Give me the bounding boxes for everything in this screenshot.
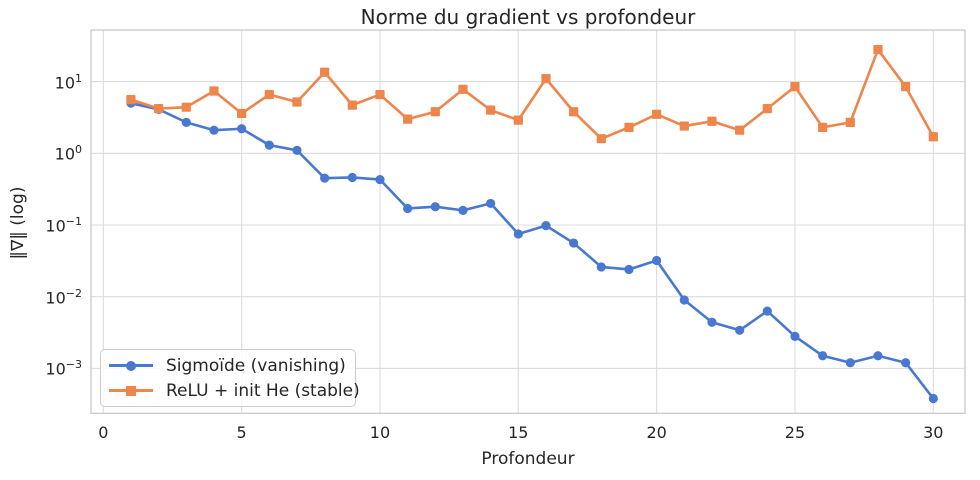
y-tick-label: 10−1 [45, 215, 82, 236]
data-point [209, 125, 219, 135]
series-line-1 [129, 48, 935, 140]
x-tick-label: 10 [369, 423, 391, 442]
data-point [458, 84, 468, 94]
data-point [845, 117, 855, 127]
y-axis-label: ‖∇‖ (log) [8, 186, 28, 260]
axes-frame [90, 29, 966, 414]
data-point [596, 262, 606, 272]
data-point [901, 358, 911, 368]
data-point [264, 89, 274, 100]
circle-marker-icon [126, 360, 136, 371]
data-point [679, 121, 689, 131]
data-point [375, 174, 385, 185]
data-point [513, 115, 523, 125]
data-point [569, 238, 579, 248]
data-point [181, 102, 191, 112]
data-point [707, 116, 717, 126]
data-point [762, 104, 772, 114]
square-marker-icon [126, 385, 136, 396]
data-point [264, 140, 274, 150]
data-point [928, 393, 938, 404]
data-point [486, 105, 496, 115]
data-point [762, 306, 772, 316]
data-point [237, 124, 247, 134]
data-point [403, 114, 413, 124]
data-point [375, 89, 385, 100]
data-point [181, 117, 191, 127]
legend-entry-0: Sigmoïde (vanishing) [109, 354, 347, 377]
data-point [652, 255, 662, 266]
legend: Sigmoïde (vanishing) ReLU + init He (stab… [100, 349, 360, 407]
data-point [569, 107, 579, 117]
data-point [486, 198, 496, 209]
y-tick-label: 101 [54, 71, 82, 92]
data-point [707, 317, 717, 327]
data-point [624, 264, 634, 275]
x-tick-label: 30 [923, 423, 944, 442]
data-point [790, 331, 800, 341]
y-tick-label: 100 [54, 143, 82, 164]
data-point [430, 107, 440, 117]
data-point [624, 122, 634, 132]
x-tick-label: 20 [646, 423, 667, 442]
data-point [901, 82, 911, 92]
data-point [735, 325, 745, 335]
legend-label: Sigmoïde (vanishing) [166, 355, 346, 376]
data-point [209, 86, 219, 96]
x-tick-label: 25 [784, 423, 806, 442]
data-point [873, 44, 883, 55]
x-tick-label: 15 [508, 423, 529, 442]
data-point [790, 82, 800, 92]
y-tick-label: 10−3 [45, 358, 82, 379]
data-point [320, 173, 330, 183]
x-axis-label: Profondeur [481, 449, 575, 469]
data-point [320, 67, 330, 77]
data-point [679, 295, 689, 305]
legend-entry-1: ReLU + init He (stable) [109, 379, 360, 402]
data-point [430, 202, 440, 212]
y-tick-label: 10−2 [45, 286, 82, 308]
data-point [652, 109, 662, 119]
data-point [596, 134, 606, 144]
legend-label: ReLU + init He (stable) [166, 380, 360, 401]
data-point [845, 358, 855, 368]
data-point [126, 95, 136, 105]
data-point [818, 351, 828, 361]
x-tick-label: 5 [236, 423, 247, 442]
chart-title: Norme du gradient vs profondeur [360, 5, 696, 29]
data-point [735, 125, 745, 135]
data-point [347, 172, 357, 183]
data-point [237, 108, 247, 119]
data-point [403, 203, 413, 214]
data-point [928, 132, 938, 142]
data-point [292, 145, 302, 155]
data-point [154, 104, 164, 114]
series-line-0 [129, 101, 935, 400]
series-markers-1 [126, 44, 938, 144]
data-point [458, 205, 468, 215]
legend-line-square-icon [109, 385, 153, 397]
data-point [541, 221, 551, 231]
data-point [347, 100, 357, 110]
legend-line-circle-icon [109, 360, 153, 372]
data-point [513, 229, 523, 239]
x-tick-label: 0 [98, 423, 109, 442]
data-point [541, 74, 551, 84]
data-point [292, 97, 302, 107]
data-point [873, 351, 883, 361]
data-point [818, 122, 828, 132]
